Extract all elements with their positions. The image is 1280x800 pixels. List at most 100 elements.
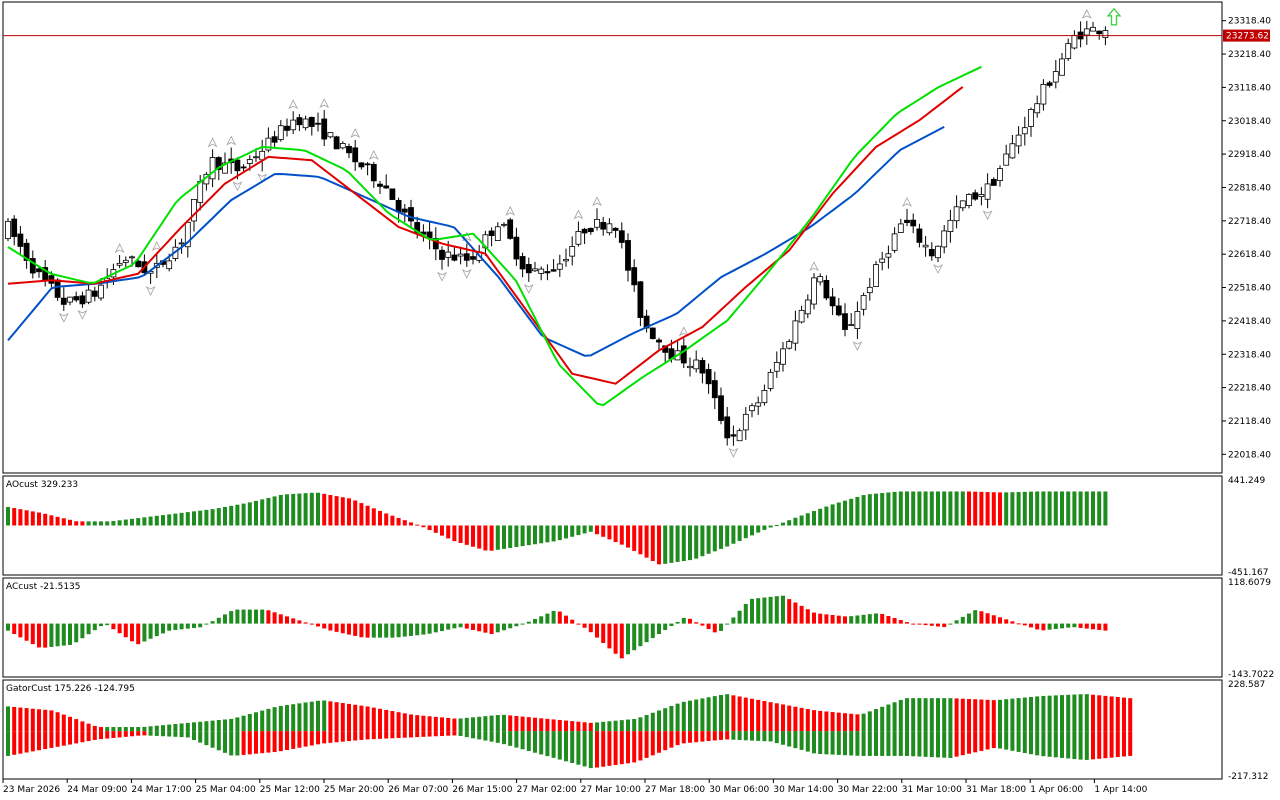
gator-lower-bar [973,731,978,753]
candlestick [618,230,625,243]
candlestick [352,147,359,163]
gator-upper-bar [824,711,829,732]
gator-lower-bar [898,731,903,756]
gator-lower-bar [508,731,513,746]
gator-upper-bar [154,725,159,732]
gator-upper-bar [272,707,277,732]
histogram-bar [483,623,488,633]
price-tick-label: 22818.40 [1228,183,1271,193]
candlestick [383,185,390,189]
histogram-bar [303,493,308,526]
candlestick [5,220,11,240]
histogram-bar [942,623,947,628]
gator-lower-bar [179,731,184,738]
histogram-bar [750,598,754,624]
gator-upper-bar [867,711,872,732]
histogram-bar [1066,491,1071,526]
gator-upper-bar [74,719,79,732]
candlestick [873,264,879,287]
gator-lower-bar [68,731,72,745]
candlestick [240,166,247,169]
time-tick-label: 27 Mar 18:00 [645,785,705,795]
candlestick [829,296,836,307]
gator-lower-bar [477,731,482,740]
histogram-bar [353,500,358,526]
gator-lower-bar [340,731,345,742]
time-tick-label: 30 Mar 06:00 [709,785,769,795]
gator-upper-bar [471,717,475,732]
gator-upper-bar [68,716,72,732]
histogram-bar [700,525,705,557]
histogram-bar [489,623,494,635]
candlestick [730,434,737,437]
histogram-bar [725,623,730,625]
histogram-bar [433,623,438,633]
candlestick [891,233,898,251]
gator-lower-bar [613,731,618,765]
histogram-bar [681,617,686,624]
gator-upper-bar [185,722,190,732]
gator-lower-bar [49,731,54,748]
gator-upper-bar [588,722,593,732]
gator-lower-bar [1128,731,1133,756]
gator-upper-bar [1041,695,1046,732]
gator-upper-bar [105,727,110,732]
gator-upper-bar [818,710,823,732]
gator-upper-bar [1047,695,1052,732]
histogram-bar [582,525,587,534]
gator-lower-bar [502,731,506,745]
candlestick [494,226,501,241]
candlestick [470,256,476,260]
fractal-up-icon [902,196,912,207]
gator-lower-bar [24,731,29,753]
gator-lower-bar [849,731,854,756]
histogram-bar [1004,619,1009,624]
candlestick [848,324,855,327]
gator-lower-bar [663,731,668,751]
histogram-bar [700,623,705,626]
gator-upper-bar [948,698,953,732]
gator-upper-bar [812,710,816,732]
histogram-bar [1084,491,1089,526]
histogram-bar [663,623,668,631]
candlestick [271,136,278,143]
histogram-bar [371,623,376,638]
histogram-bar [123,519,128,526]
gator-upper-bar [725,694,730,732]
candlestick [408,207,414,222]
candlestick [1096,30,1103,35]
histogram-bar [502,623,506,631]
candlestick [451,254,458,261]
fractal-down-icon [728,447,739,458]
histogram-bar [644,623,649,643]
candlestick [1071,34,1078,49]
gator-lower-bar [378,731,382,739]
candlestick [253,156,259,159]
candlestick [122,259,129,263]
gator-lower-bar [427,731,432,737]
gator-lower-bar [979,731,984,751]
gator-upper-bar [1122,697,1126,732]
gator-upper-bar [843,713,847,732]
candlestick [445,251,452,258]
gator-upper-bar [675,703,680,732]
gator-upper-bar [626,719,630,732]
histogram-bar [967,491,971,526]
histogram-bar [781,522,785,526]
histogram-bar [272,496,277,526]
gator-upper-bar [595,722,599,732]
histogram-bar [37,623,41,648]
candlestick [284,125,290,131]
gator-lower-bar [650,731,655,756]
histogram-bar [756,598,761,624]
histogram-bar [576,623,581,625]
gator-upper-bar [1103,695,1108,732]
histogram-bar [539,616,544,624]
gator-lower-bar [948,731,953,758]
gator-upper-bar [564,720,568,732]
gator-lower-bar [192,731,196,741]
histogram-bar [266,610,271,624]
candlestick [693,359,700,370]
gator-upper-bar [359,705,364,732]
